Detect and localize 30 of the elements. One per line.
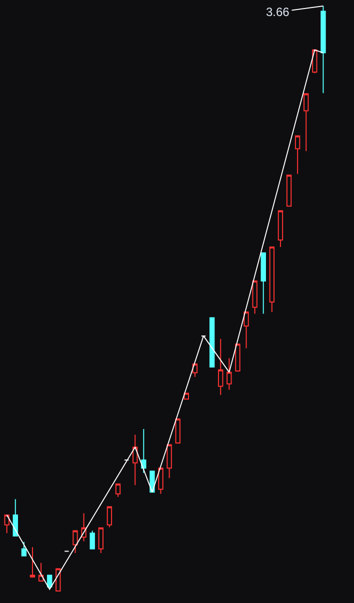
candlestick	[12, 498, 18, 537]
candlestick	[90, 530, 95, 550]
candlestick	[21, 541, 27, 556]
candlestick	[115, 483, 121, 498]
candlestick	[98, 527, 104, 554]
candlestick	[260, 252, 266, 314]
candlestick	[218, 338, 224, 396]
candlestick	[312, 49, 318, 74]
candlestick	[278, 210, 284, 248]
candlestick	[141, 428, 146, 474]
candlestick	[235, 344, 240, 372]
candlestick	[244, 311, 249, 349]
candlestick	[132, 434, 138, 486]
candlestick	[294, 135, 300, 174]
candlestick	[252, 280, 258, 314]
candlestick	[72, 530, 78, 554]
candlestick	[209, 317, 215, 368]
candlestick	[4, 514, 10, 534]
candlestick	[38, 562, 44, 582]
candlestick	[304, 93, 309, 152]
candlestick	[320, 6, 326, 94]
annotation: 3.66	[266, 5, 290, 19]
candlestick	[30, 546, 36, 578]
candlestick	[158, 468, 164, 494]
candlestick	[166, 444, 172, 479]
candlestick	[226, 358, 232, 390]
candlestick	[269, 246, 275, 312]
candlestick	[175, 418, 180, 444]
candlestick	[286, 174, 292, 207]
candlestick	[106, 506, 112, 528]
